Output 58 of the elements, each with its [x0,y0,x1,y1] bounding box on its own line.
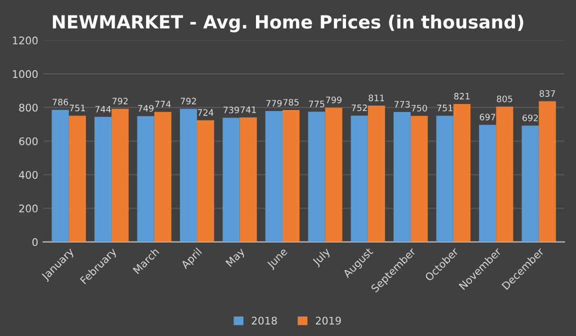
data-label: 744 [95,106,111,112]
data-label: 821 [454,92,470,100]
data-label: 773 [394,100,410,108]
bar [68,116,86,242]
data-label: 786 [52,98,68,106]
bar [52,110,69,242]
bar [154,112,172,242]
legend-label: 2019 [316,316,341,325]
bar [197,120,214,242]
bar [479,124,496,242]
bar [240,117,257,242]
bar [496,106,514,242]
data-label: 837 [540,90,555,97]
y-tick-label: 400 [18,170,38,179]
data-label: 752 [352,104,367,112]
bar [325,108,342,242]
data-label: 751 [70,104,85,112]
y-tick-label: 200 [19,204,38,212]
bar [538,101,556,242]
data-label: 811 [368,94,384,102]
bar [282,110,300,242]
data-label: 749 [138,104,154,112]
data-label: 697 [480,114,496,120]
bar [180,108,198,242]
bar [94,116,112,242]
data-label: 805 [496,96,512,102]
y-tick-label: 600 [19,137,38,146]
bar [137,116,154,242]
bar [436,116,454,242]
legend-label: 2018 [252,316,277,325]
data-label: 750 [412,104,427,112]
bar [265,111,282,242]
bar [453,104,470,242]
data-label: 692 [522,114,538,122]
bar [368,106,386,242]
data-label: 774 [155,100,171,108]
data-label: 792 [112,98,128,104]
y-tick-label: 1000 [12,70,38,78]
bar [410,116,428,242]
data-label: 741 [240,106,256,113]
bar [522,126,539,242]
data-label: 792 [180,98,196,104]
data-label: 775 [309,100,324,108]
data-label: 785 [283,98,299,106]
data-label: 739 [224,106,239,114]
y-tick-label: 1200 [12,36,38,44]
y-tick-label: 0 [32,238,38,246]
bar [222,118,240,242]
bar [394,112,411,242]
y-tick-label: 800 [19,104,38,112]
bar [308,112,326,242]
data-label: 779 [266,100,282,107]
data-label: 751 [437,104,452,112]
bar [112,108,129,242]
data-label: 724 [198,109,214,116]
bar [350,116,368,242]
chart-title: NEWMARKET - Avg. Home Prices (in thousand) [52,14,524,32]
data-label: 799 [326,96,342,104]
